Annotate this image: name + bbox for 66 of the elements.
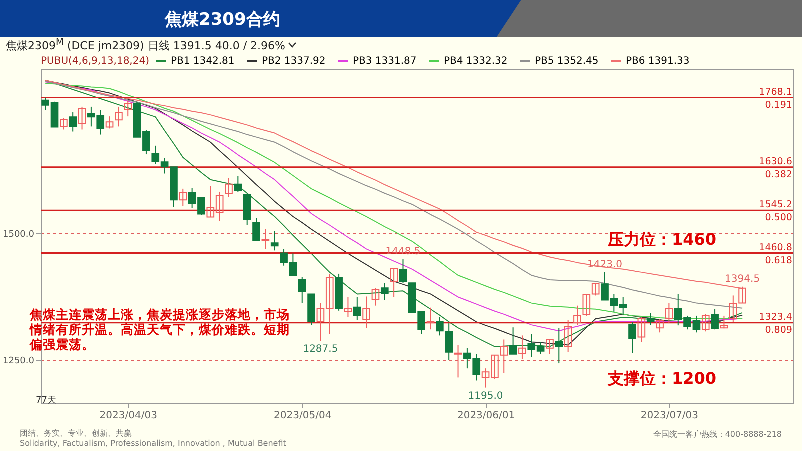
- candlestick: [234, 176, 242, 192]
- annotation: 压力位：1460: [608, 230, 717, 251]
- annotation: 1195.0: [468, 390, 504, 402]
- annotation: 支撑位：1200: [608, 369, 717, 390]
- candlestick: [665, 302, 674, 324]
- x-tick-label: 2023/06/01: [457, 410, 516, 422]
- candlestick: [518, 335, 526, 360]
- candlestick: [720, 315, 728, 330]
- x-tick-label: 2023/04/03: [100, 410, 158, 422]
- text: 1545.2 0.500: [759, 200, 792, 224]
- legend-title: PUBU(4,6,9,13,18,24): [41, 56, 150, 67]
- legend-label: PB6 1391.33: [626, 56, 690, 67]
- candlestick: [646, 312, 655, 326]
- candlestick: [179, 188, 188, 207]
- candlestick: [628, 322, 636, 354]
- candlestick: [298, 276, 306, 304]
- candlestick: [344, 296, 352, 318]
- legend-label: PB5 1352.45: [535, 56, 599, 67]
- candlestick: [390, 268, 398, 298]
- candlestick: [702, 314, 710, 332]
- candlestick: [656, 318, 664, 334]
- candlestick: [78, 106, 86, 130]
- candlestick: [262, 228, 270, 250]
- text: 1630.6 0.382: [759, 156, 792, 180]
- legend-label: PB1 1342.81: [171, 56, 235, 67]
- candlestick: [509, 327, 518, 355]
- candlestick: [106, 116, 114, 130]
- candlestick: [60, 118, 68, 130]
- candlestick: [574, 305, 582, 326]
- y-tick-label: 1250.0: [3, 356, 35, 366]
- candlestick: [454, 344, 462, 378]
- candlestick: [270, 230, 279, 252]
- candlestick: [115, 106, 123, 128]
- candlestick: [638, 316, 646, 343]
- candlestick: [69, 112, 78, 132]
- candlestick: [372, 288, 380, 306]
- x-tick-label: 2023/05/04: [274, 410, 332, 422]
- candlestick: [124, 100, 132, 118]
- candlestick: [546, 339, 554, 355]
- x-tick-label: 2023/07/03: [640, 410, 699, 422]
- y-tick-label: 1500.0: [3, 230, 35, 240]
- legend-label: PB4 1332.32: [444, 56, 508, 67]
- candlestick: [252, 218, 260, 242]
- text: 团结、务实、专业、创新、共赢: [20, 428, 132, 439]
- candlestick: [225, 178, 233, 198]
- candlestick: [711, 308, 719, 330]
- candlestick: [380, 282, 389, 301]
- annotation: 77天: [36, 395, 56, 407]
- annotation: 1287.5: [303, 344, 338, 356]
- text: 1460.8 0.618: [759, 242, 792, 266]
- candlestick: [353, 296, 362, 322]
- candlestick: [399, 259, 408, 284]
- candlestick: [555, 328, 564, 364]
- text: Solidarity, Factualism, Professionalism, Innovation , Mutual Benefit: [20, 439, 286, 448]
- candlestick: [426, 307, 435, 330]
- annotation: 焦煤主连震荡上涨，焦炭提涨逐步落地，市场情绪有所升温。高温天气下，煤价难跌。短期偏强震荡。: [30, 307, 291, 352]
- candlestick: [564, 320, 572, 353]
- text: 1768.1 0.191: [759, 86, 792, 111]
- chart-title: 焦煤2309合约: [165, 9, 280, 31]
- chart-subtitle: 焦煤2309$^{M}$ (DCE jm2309) 日线 1391.5 40.0 / 2.96%: [6, 36, 286, 52]
- annotation: 1394.5: [725, 274, 760, 285]
- candlestick: [362, 296, 370, 329]
- legend-label: PB2 1337.92: [262, 56, 326, 67]
- text: 全国统一客户热线：400-8888-218: [653, 429, 782, 440]
- legend-label: PB3 1331.87: [353, 56, 417, 67]
- text: 1323.4 0.809: [759, 312, 792, 336]
